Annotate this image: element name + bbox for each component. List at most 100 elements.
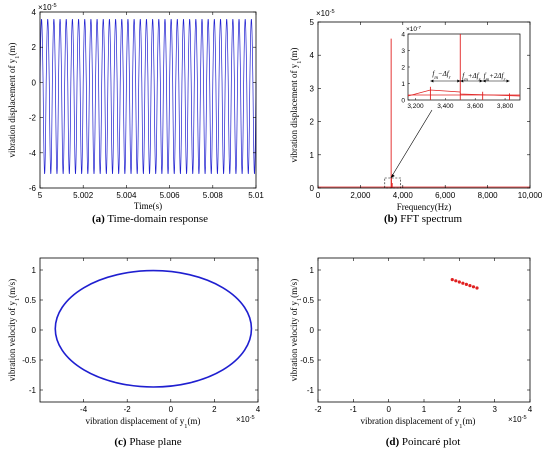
chart-a-ytick-label: 0 — [32, 78, 37, 87]
chart-d-xlabel: vibration displacement of y1(m) — [361, 416, 476, 430]
chart-b-inset-y-exponent: ×10-7 — [406, 25, 422, 34]
chart-a-xtick-label: 5.01 — [248, 191, 264, 200]
chart-d-point — [450, 278, 454, 282]
chart-b-ytick-label: 2 — [310, 118, 315, 127]
chart-d-xtick-label: -1 — [350, 405, 358, 414]
chart-d-ytick-label: 0.5 — [303, 296, 315, 305]
chart-d-ylabel: vibration velocity of y1(m/s) — [289, 279, 303, 381]
chart-a-xtick-label: 5.008 — [203, 191, 224, 200]
chart-c-frame — [39, 257, 259, 403]
chart-d-frame — [317, 257, 531, 403]
chart-c-ytick-label: -0.5 — [22, 356, 36, 365]
chart-b-inset-xtick-label: 3,600 — [467, 103, 484, 110]
chart-a-signal-line — [39, 18, 257, 174]
chart-d-ytick-label: 1 — [310, 266, 315, 275]
chart-b-y-exponent: ×10-5 — [316, 9, 335, 18]
chart-c-xlabel: vibration displacement of y1(m) — [86, 416, 201, 430]
chart-b-inset-annotation-1: fm−Δfr — [432, 70, 450, 81]
chart-b-ytick-label: 3 — [310, 84, 315, 93]
chart-a-ytick-label: 2 — [32, 43, 37, 52]
chart-d-point — [464, 282, 468, 286]
chart-a-xtick-label: 5.006 — [160, 191, 181, 200]
chart-b-ytick-label: 5 — [310, 18, 315, 27]
chart-d-point — [471, 285, 476, 289]
chart-b-inset-arrow-2-head-l — [460, 79, 464, 83]
chart-d-ytick-label: -1 — [307, 386, 315, 395]
chart-b-xlabel: Frequency(Hz) — [397, 202, 451, 212]
chart-a-y-exponent: ×10-5 — [38, 3, 57, 12]
chart-a-xlabel: Time(s) — [134, 201, 162, 211]
chart-d-point — [454, 279, 458, 283]
chart-d-point — [468, 284, 472, 288]
chart-a — [39, 18, 257, 174]
caption-a: (a) Time-domain response — [92, 213, 208, 225]
chart-b-inset-arrow-3-head-r — [506, 79, 510, 83]
chart-b-frame — [317, 21, 531, 189]
chart-a-xtick-label: 5.002 — [73, 191, 94, 200]
chart-a-ytick-label: 4 — [32, 8, 37, 17]
chart-b-inset-arrow-1-head-r — [457, 79, 461, 83]
chart-b-inset-xtick-label: 3,200 — [407, 103, 424, 110]
chart-d-point — [475, 286, 479, 290]
chart-d-xtick-label: 1 — [422, 405, 427, 414]
chart-b-inset-xtick-label: 3,800 — [497, 103, 514, 110]
chart-b-xtick-label: 0 — [316, 191, 321, 200]
chart-d-ytick-label: -0.5 — [300, 356, 314, 365]
chart-b-inset-ytick-label: 3 — [401, 48, 405, 55]
chart-a-ytick-label: -2 — [29, 114, 37, 123]
caption-d: (d) Poincaré plot — [386, 436, 461, 448]
chart-d-xtick-label: 2 — [457, 405, 462, 414]
chart-b-inset-ytick-label: 2 — [401, 65, 405, 72]
chart-c-xtick-label: -4 — [80, 405, 88, 414]
chart-b-ytick-label: 4 — [310, 51, 315, 60]
chart-a-xtick-label: 5.004 — [116, 191, 137, 200]
caption-c: (c) Phase plane — [114, 436, 181, 448]
chart-b-inset-xtick-label: 3,400 — [437, 103, 454, 110]
chart-b-xtick-label: 4,000 — [393, 191, 414, 200]
chart-d-xtick-label: 3 — [492, 405, 497, 414]
chart-c-xtick-label: 2 — [212, 405, 217, 414]
chart-b: 3,200 3,400 3,600 3,800 0 1 2 3 4×10-7 fm−Δfr fm+Δ… — [318, 25, 530, 189]
chart-d-point — [461, 281, 465, 285]
chart-c — [54, 269, 253, 388]
chart-b-inset-annotation-2: fm+Δfr — [462, 72, 480, 83]
chart-c-x-exponent: ×10-5 — [236, 415, 255, 424]
chart-b-xtick-label: 10,000 — [518, 191, 543, 200]
chart-a-ylabel: vibration displacement of y1(m) — [7, 43, 21, 158]
chart-c-ytick-label: 1 — [32, 266, 37, 275]
chart-a-frame — [39, 11, 257, 189]
chart-d-xtick-label: 0 — [386, 405, 391, 414]
chart-b-xtick-label: 6,000 — [435, 191, 456, 200]
chart-d-ytick-label: 0 — [310, 326, 315, 335]
chart-a-xtick-label: 5 — [38, 191, 43, 200]
chart-c-ytick-label: 0.5 — [25, 296, 37, 305]
chart-c-ylabel: vibration velocity of y1(m/s) — [7, 279, 21, 381]
chart-b-inset-arrow-1-head-l — [430, 79, 434, 83]
chart-b-inset-ytick-label: 0 — [401, 98, 405, 105]
chart-d-xtick-label: -2 — [314, 405, 322, 414]
chart-d — [450, 278, 479, 290]
chart-c-ytick-label: 0 — [32, 326, 37, 335]
chart-b-inset-ytick-label: 1 — [401, 81, 405, 88]
chart-a-ytick-label: -6 — [29, 184, 37, 193]
chart-c-orbit — [54, 269, 253, 388]
chart-b-xtick-label: 2,000 — [350, 191, 371, 200]
chart-d-x-exponent: ×10-5 — [508, 415, 527, 424]
chart-d-point — [457, 280, 461, 284]
chart-b-zoom-box — [384, 177, 401, 189]
chart-c-xtick-label: -2 — [124, 405, 132, 414]
chart-b-inset-frame — [407, 33, 521, 101]
chart-b-xtick-label: 8,000 — [478, 191, 499, 200]
chart-b-ylabel: vibration displacement of y1(m) — [289, 48, 303, 163]
chart-b-inset-annotation-3: fm+2Δfr — [484, 72, 506, 83]
chart-b-inset-arrow-3-head-l — [482, 79, 486, 83]
chart-c-ytick-label: -1 — [29, 386, 37, 395]
chart-d-xtick-label: 4 — [528, 405, 533, 414]
chart-a-ytick-label: -4 — [29, 149, 37, 158]
chart-c-xtick-label: 0 — [169, 405, 174, 414]
chart-b-zoom-pointer-head — [390, 174, 395, 178]
chart-b-ytick-label: 0 — [310, 184, 315, 193]
caption-b: (b) FFT spectrum — [384, 213, 462, 225]
chart-b-zoom-pointer — [390, 109, 433, 179]
